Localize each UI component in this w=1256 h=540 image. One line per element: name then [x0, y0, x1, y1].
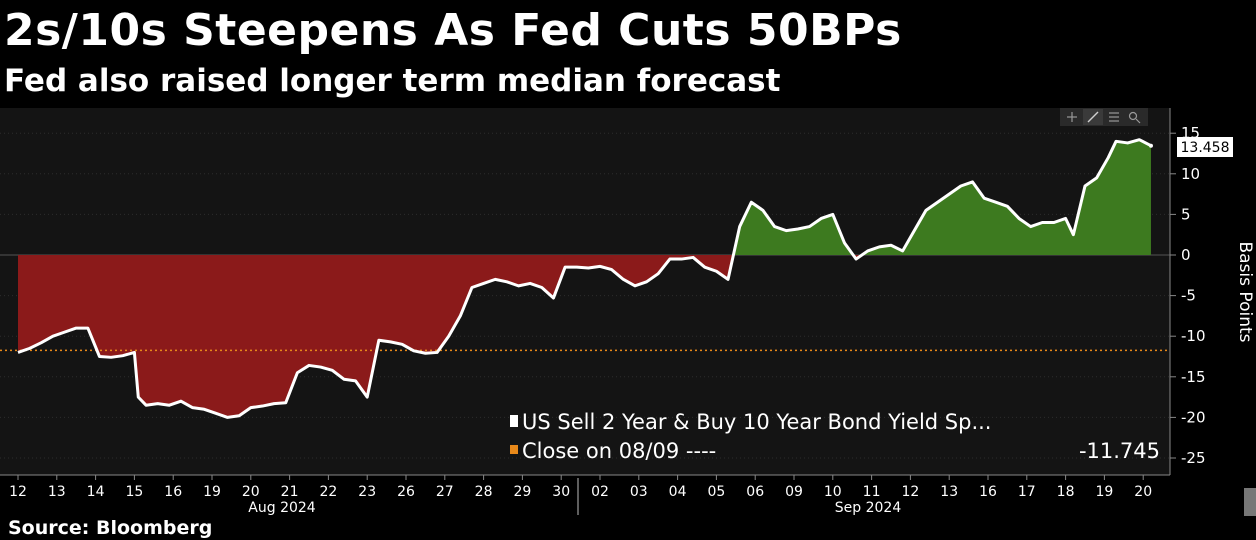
x-tick-label: 20 [1134, 484, 1152, 500]
crosshair-icon[interactable] [1062, 109, 1082, 125]
x-tick-label: 27 [436, 484, 454, 500]
x-tick-label: 02 [591, 484, 609, 500]
x-tick-label: 26 [397, 484, 415, 500]
x-tick-label: 03 [630, 484, 648, 500]
x-tick-label: 28 [475, 484, 493, 500]
spread-series-line [17, 138, 1152, 419]
x-tick-label: 23 [358, 484, 376, 500]
x-tick-label: 17 [1018, 484, 1036, 500]
chart-title: 2s/10s Steepens As Fed Cuts 50BPs [4, 5, 902, 56]
x-tick-label: 14 [87, 484, 105, 500]
y-axis-label: Basis Points [1235, 242, 1255, 343]
x-tick-label: 19 [1095, 484, 1113, 500]
zoom-icon[interactable] [1125, 109, 1145, 125]
x-tick-label: 09 [785, 484, 803, 500]
x-tick-label: 16 [979, 484, 997, 500]
chart-subtitle: Fed also raised longer term median forec… [4, 63, 781, 99]
y-tick-label: 0 [1181, 246, 1191, 264]
x-tick-label: 22 [319, 484, 337, 500]
y-tick-label: -25 [1181, 449, 1206, 467]
x-tick-label: 15 [125, 484, 143, 500]
last-point [1148, 143, 1153, 148]
source-note: Source: Bloomberg [8, 517, 213, 539]
list-icon[interactable] [1104, 109, 1124, 125]
x-tick-label: 12 [9, 484, 27, 500]
x-tick-label: 05 [707, 484, 725, 500]
month-label-aug: Aug 2024 [248, 500, 316, 516]
x-tick-label: 29 [513, 484, 531, 500]
x-tick-label: 30 [552, 484, 570, 500]
x-tick-label: 13 [48, 484, 66, 500]
legend-value-close: -11.745 [1079, 439, 1160, 463]
x-tick-label: 11 [863, 484, 881, 500]
last-value-text: 13.458 [1181, 140, 1230, 156]
chart-legend: US Sell 2 Year & Buy 10 Year Bond Yield … [510, 410, 1160, 463]
month-label-sep: Sep 2024 [835, 500, 902, 516]
y-tick-label: 5 [1181, 205, 1191, 223]
x-tick-label: 20 [242, 484, 260, 500]
x-tick-label: 12 [901, 484, 919, 500]
legend-label-close[interactable]: Close on 08/09 ---- [522, 439, 716, 463]
line-draw-icon[interactable] [1083, 109, 1103, 125]
y-tick-label: 10 [1181, 165, 1200, 183]
legend-swatch-spread [510, 415, 518, 427]
x-tick-label: 13 [940, 484, 958, 500]
y-tick-label: -20 [1181, 408, 1206, 426]
legend-label-spread[interactable]: US Sell 2 Year & Buy 10 Year Bond Yield … [522, 410, 991, 434]
x-tick-label: 06 [746, 484, 764, 500]
chart-toolbar [1060, 108, 1148, 126]
negative-spread-area [18, 255, 734, 418]
x-tick-label: 04 [669, 484, 687, 500]
y-tick-label: -5 [1181, 287, 1196, 305]
x-tick-label: 19 [203, 484, 221, 500]
last-value-label: 13.458 [1177, 137, 1233, 157]
y-tick-label: -15 [1181, 368, 1206, 386]
y-tick-label: -10 [1181, 327, 1206, 345]
positive-spread-area [733, 202, 854, 255]
x-tick-label: 10 [824, 484, 842, 500]
x-tick-label: 18 [1057, 484, 1075, 500]
x-tick-label: 21 [281, 484, 299, 500]
x-tick-label: 16 [164, 484, 182, 500]
positive-spread-area [861, 139, 1151, 255]
x-tick-labels: 12 13 14 15 16 19 20 21 22 23 26 27 28 29 30 02 03 04 05 06… [9, 475, 1152, 500]
scroll-handle[interactable] [1244, 488, 1256, 516]
legend-swatch-close [510, 445, 518, 454]
